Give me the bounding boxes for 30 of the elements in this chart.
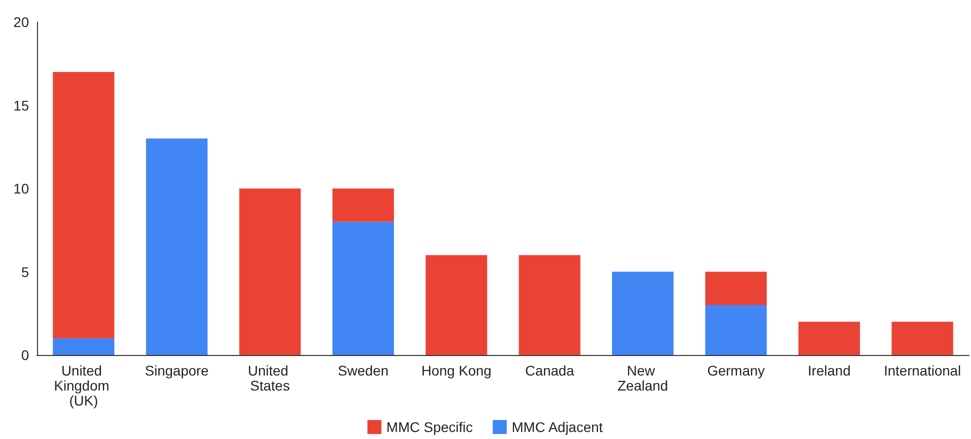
bar [705,305,767,355]
bar [52,72,114,338]
bar [518,255,580,355]
y-tick-label: 15 [13,97,30,114]
bar [239,188,301,355]
y-tick-label: 20 [13,14,30,30]
x-tick-label: United Kingdom (UK) [54,362,114,408]
bar [332,188,394,222]
legend-label: MMC Specific [386,419,473,435]
y-tick-label: 10 [13,180,30,196]
x-tick-label: Canada [525,362,574,378]
legend-label: MMC Adjacent [512,419,603,435]
bar [892,322,954,355]
x-tick-label: United States [248,362,292,394]
x-tick-label: Singapore [144,362,209,378]
bar [332,222,394,355]
y-tick-label: 0 [21,347,30,363]
bar [146,138,208,355]
bar [705,272,767,306]
bar [426,255,488,355]
x-tick-label: Germany [707,362,765,378]
x-tick-label: Sweden [338,362,388,378]
x-tick-label: Hong Kong [421,362,492,378]
x-tick-label: International [884,362,961,378]
x-tick-label: Ireland [808,362,851,378]
y-tick-label: 5 [21,264,30,280]
bar [612,272,674,355]
bar [52,338,114,355]
bar [798,322,860,355]
x-tick-label: New Zealand [618,362,668,394]
